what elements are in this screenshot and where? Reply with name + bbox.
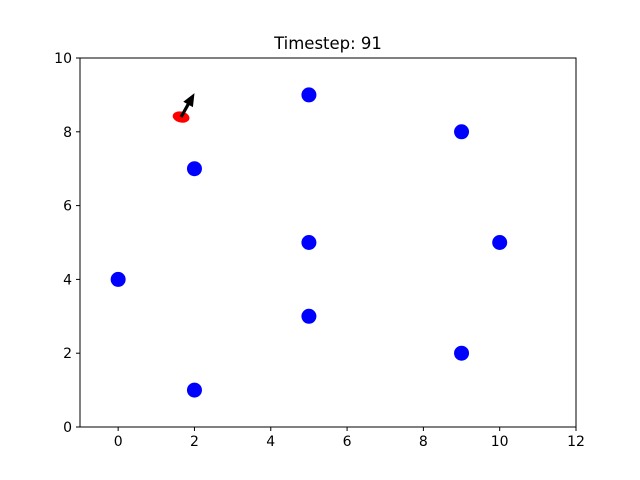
heading-arrow [179, 93, 195, 118]
y-tick-label: 8 [63, 125, 72, 141]
x-tick-label: 4 [266, 434, 275, 450]
data-point [186, 161, 202, 177]
x-tick-label: 0 [114, 434, 123, 450]
plot-frame [79, 57, 577, 428]
y-tick-label: 10 [54, 51, 72, 67]
y-tick-label: 2 [63, 346, 72, 362]
y-tick-label: 6 [63, 199, 72, 215]
data-point [301, 235, 317, 250]
y-tick-label: 0 [63, 420, 72, 436]
data-point [454, 345, 470, 361]
x-tick-label: 8 [419, 434, 428, 450]
x-tick-label: 10 [491, 434, 509, 450]
chart-title: Timestep: 91 [273, 34, 382, 53]
data-point [301, 87, 317, 103]
data-point [492, 235, 508, 250]
axis-ticks: 0 2 4 6 8 10 12 0 2 4 6 8 10 [54, 51, 585, 450]
y-tick-label: 4 [63, 272, 72, 288]
data-marks [110, 87, 508, 398]
data-point [454, 124, 470, 140]
x-tick-label: 2 [190, 434, 199, 450]
x-tick-label: 6 [343, 434, 352, 450]
data-point [186, 382, 202, 398]
data-point [301, 308, 317, 324]
x-tick-label: 12 [567, 434, 585, 450]
data-point [110, 271, 126, 287]
